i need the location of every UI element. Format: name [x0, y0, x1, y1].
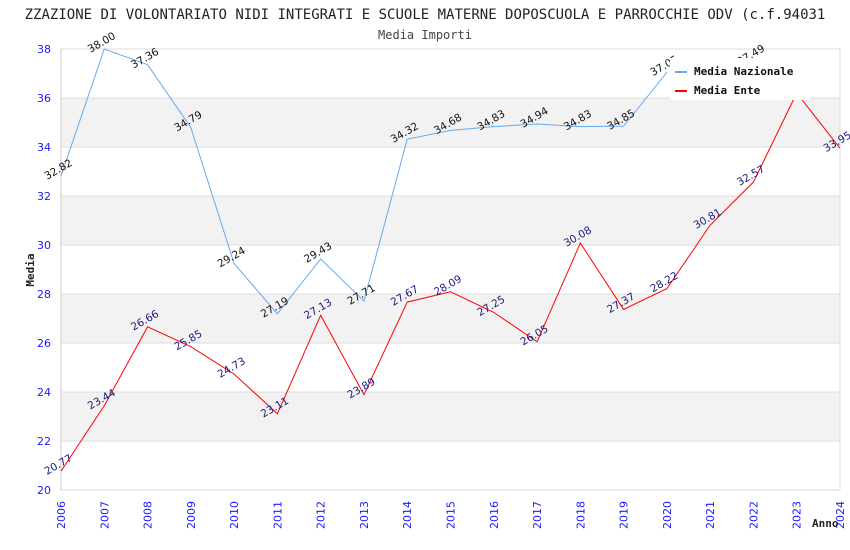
y-tick-label: 32	[37, 190, 51, 203]
x-tick-label: 2007	[98, 501, 111, 529]
data-label: 28.22	[648, 270, 680, 295]
x-tick-label: 2008	[142, 501, 155, 529]
data-label: 20.77	[43, 452, 75, 477]
x-tick-label: 2018	[574, 501, 587, 529]
grid-band	[61, 196, 840, 245]
x-tick-label: 2021	[704, 501, 717, 529]
y-tick-label: 30	[37, 239, 51, 252]
chart-subtitle: Media Importi	[378, 28, 472, 42]
y-tick-label: 26	[37, 337, 51, 350]
x-tick-label: 2013	[358, 501, 371, 529]
x-tick-label: 2016	[488, 501, 501, 529]
x-tick-label: 2012	[315, 501, 328, 529]
legend-swatch-nazionale	[675, 71, 687, 73]
y-tick-label: 28	[37, 288, 51, 301]
legend-swatch-ente	[675, 90, 687, 92]
chart-title: ZZAZIONE DI VOLONTARIATO NIDI INTEGRATI …	[25, 7, 826, 23]
x-tick-label: 2006	[55, 501, 68, 529]
x-tick-label: 2020	[661, 501, 674, 529]
data-label: 24.73	[216, 355, 248, 380]
y-tick-label: 36	[37, 92, 51, 105]
data-label: 37.36	[129, 46, 161, 72]
legend-nazionale: Media Nazionale	[694, 65, 794, 78]
y-axis-label: Media	[24, 253, 37, 286]
grid-band	[61, 392, 840, 441]
x-axis-label: Anno	[812, 517, 839, 530]
legend-ente: Media Ente	[694, 84, 761, 97]
x-tick-label: 2019	[618, 501, 631, 529]
x-tick-label: 2017	[531, 501, 544, 529]
data-label: 29.24	[216, 245, 248, 271]
grid-band	[61, 294, 840, 343]
data-label: 32.82	[43, 157, 75, 182]
series-line-ente	[60, 92, 841, 472]
y-tick-label: 22	[37, 435, 51, 448]
series-line-nazionale	[60, 48, 668, 315]
x-tick-label: 2023	[791, 501, 804, 529]
y-tick-label: 38	[37, 43, 51, 56]
x-tick-label: 2009	[185, 501, 198, 529]
x-tick-label: 2015	[445, 501, 458, 529]
y-tick-label: 20	[37, 484, 51, 497]
legend: Media Nazionale Media Ente	[670, 58, 810, 100]
y-tick-label: 34	[37, 141, 51, 154]
x-tick-label: 2010	[228, 501, 241, 529]
x-tick-label: 2011	[271, 501, 284, 529]
x-tick-label: 2024	[834, 501, 847, 529]
y-tick-label: 24	[37, 386, 51, 399]
grid-band	[61, 98, 840, 147]
x-tick-label: 2014	[401, 501, 414, 529]
x-tick-label: 2022	[747, 501, 760, 529]
